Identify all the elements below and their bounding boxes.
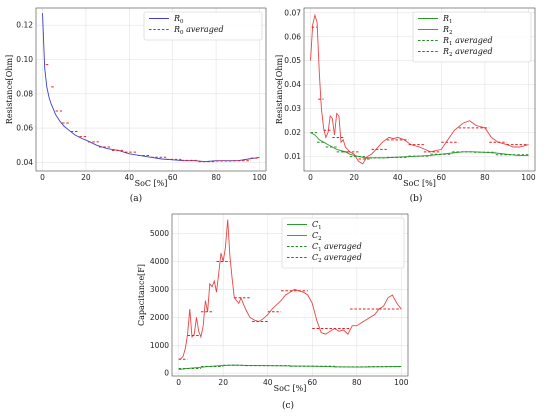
x-tick-label: 40 <box>125 173 135 182</box>
x-tick-label: 20 <box>349 173 359 182</box>
y-axis-label: Resistance[Ohm] <box>5 55 14 124</box>
legend-entry: R1 <box>442 14 453 25</box>
legend-entry: R0 averaged <box>173 25 224 36</box>
x-tick-label: 20 <box>218 378 228 387</box>
legend-entry: R2 <box>442 25 453 36</box>
x-axis-label: SoC [%] <box>403 179 436 188</box>
x-tick-label: 40 <box>393 173 403 182</box>
plot-frame <box>35 7 267 172</box>
legend-entry: R1 averaged <box>442 36 493 47</box>
chart-1: 0 20 40 60 80 100 0.01 0.02 0.03 0.04 0.05 0.06 0.07… <box>275 7 536 204</box>
x-tick-label: 0 <box>40 173 45 182</box>
legend-entry: R2 averaged <box>442 47 493 58</box>
subfigure-caption: (c) <box>282 400 294 411</box>
x-tick-label: 0 <box>176 378 181 387</box>
plot-frame <box>303 7 536 172</box>
legend-box <box>143 11 263 41</box>
x-tick-label: 40 <box>263 378 273 387</box>
chart-0: 0 20 40 60 80 100 0.04 0.06 0.08 0.10 0.12 SoC [%] R… <box>5 7 267 204</box>
x-tick-label: 0 <box>308 173 313 182</box>
x-axis-label: SoC [%] <box>135 179 168 188</box>
subfigure-caption: (a) <box>130 193 142 204</box>
y-tick-label: 3000 <box>150 285 169 294</box>
legend-entry: C2 <box>312 231 322 242</box>
legend-box <box>412 11 532 63</box>
y-tick-label: 1000 <box>150 341 169 350</box>
subfigure-caption: (b) <box>410 193 423 204</box>
y-tick-label: 0.02 <box>284 128 301 137</box>
x-tick-label: 100 <box>394 378 409 387</box>
y-tick-label: 4000 <box>150 257 169 266</box>
x-tick-label: 60 <box>168 173 178 182</box>
y-tick-label: 0.01 <box>284 152 301 161</box>
y-tick-label: 0.03 <box>284 104 301 113</box>
x-tick-label: 80 <box>352 378 362 387</box>
x-axis-label: SoC [%] <box>274 384 307 393</box>
y-tick-label: 0 <box>164 369 169 378</box>
legend-entry: R0 <box>173 14 184 25</box>
x-tick-label: 60 <box>437 173 447 182</box>
y-tick-label: 0.07 <box>284 8 301 17</box>
y-tick-label: 5000 <box>150 229 169 238</box>
x-tick-label: 60 <box>307 378 317 387</box>
y-tick-label: 0.05 <box>284 56 301 65</box>
y-axis-label: Resistance[Ohm] <box>275 55 284 124</box>
x-tick-label: 80 <box>480 173 490 182</box>
y-axis-label: Capacitance[F] <box>137 264 146 326</box>
y-tick-label: 0.10 <box>16 55 33 64</box>
legend-entry: C1 <box>312 220 322 231</box>
x-tick-label: 80 <box>211 173 221 182</box>
y-tick-label: 0.04 <box>284 80 301 89</box>
y-tick-label: 0.06 <box>16 124 33 133</box>
plot-frame <box>171 213 409 377</box>
legend-box <box>281 217 405 269</box>
x-tick-label: 100 <box>521 173 536 182</box>
x-tick-label: 20 <box>81 173 91 182</box>
y-tick-label: 2000 <box>150 313 169 322</box>
legend-entry: C1 averaged <box>312 242 362 253</box>
y-tick-label: 0.12 <box>16 21 33 30</box>
x-tick-label: 100 <box>252 173 267 182</box>
series-line-r-1 <box>310 132 529 159</box>
y-tick-label: 0.08 <box>16 89 33 98</box>
series-line-c-2 <box>178 219 402 360</box>
series-line-r-2 <box>310 13 529 165</box>
legend-entry: C2 averaged <box>312 253 362 264</box>
y-tick-label: 0.06 <box>284 32 301 41</box>
y-tick-label: 0.04 <box>16 158 33 167</box>
